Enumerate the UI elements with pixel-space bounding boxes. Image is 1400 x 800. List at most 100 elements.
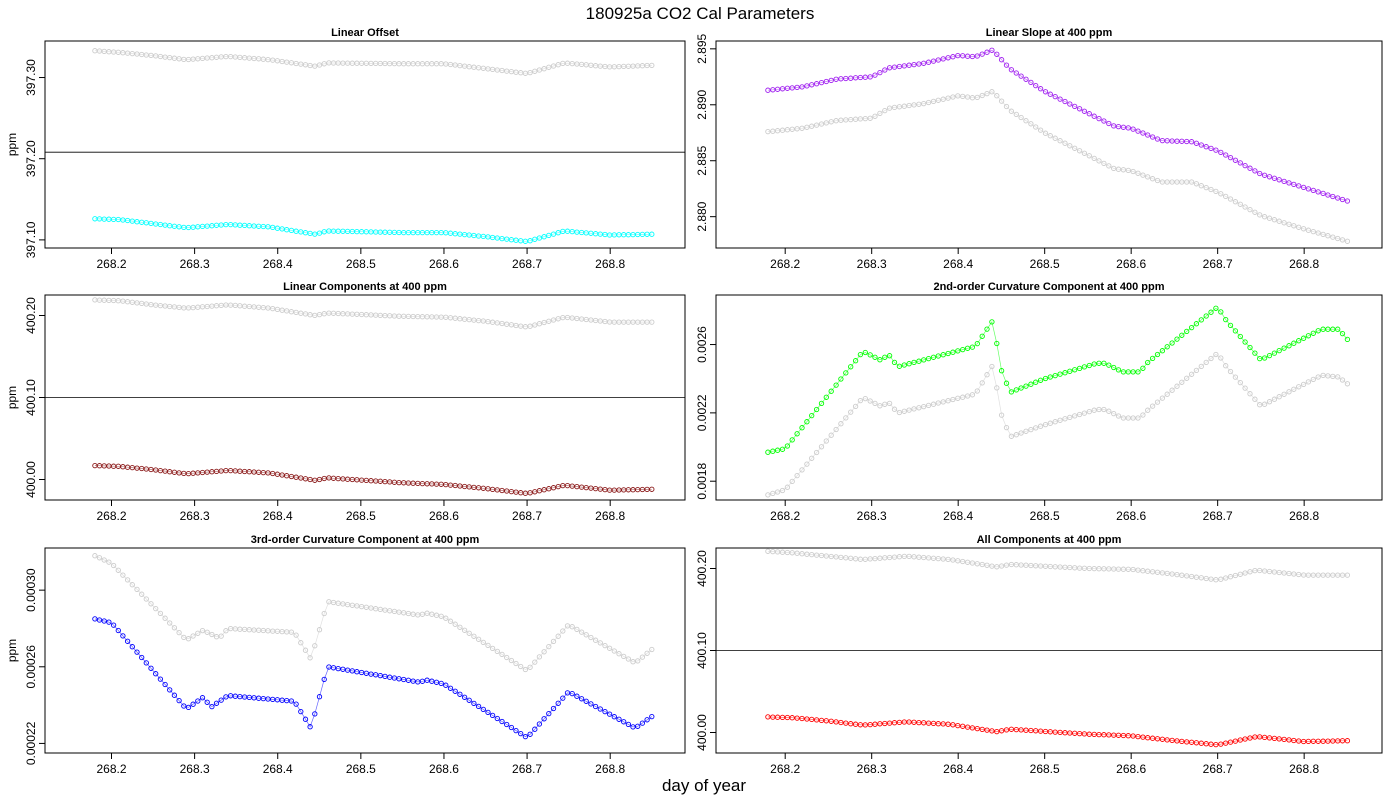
data-point — [621, 719, 627, 725]
data-point — [611, 714, 617, 720]
data-point — [901, 63, 907, 69]
data-point — [204, 629, 210, 635]
data-point — [843, 117, 849, 123]
data-point — [1237, 737, 1243, 743]
data-point — [804, 419, 810, 425]
y-tick-label: 0.0026 — [695, 326, 709, 363]
data-point — [896, 554, 903, 560]
data-point — [1101, 360, 1107, 366]
data-point — [124, 638, 131, 644]
data-point — [779, 86, 786, 92]
data-point — [823, 553, 829, 559]
y-tick-label: 0.00026 — [24, 645, 38, 689]
data-point — [471, 700, 477, 707]
data-point — [536, 488, 543, 494]
data-point — [527, 664, 533, 670]
data-point — [1149, 403, 1156, 409]
data-point — [1169, 387, 1175, 393]
panel-6: All Components at 400 ppm 268.2 268.3 268.4… — [695, 534, 1383, 776]
series-2 — [765, 351, 1351, 498]
data-point — [886, 353, 893, 359]
data-point — [1296, 183, 1302, 189]
data-point — [1315, 374, 1321, 380]
data-point — [1067, 368, 1073, 374]
data-point — [1310, 376, 1316, 383]
data-point — [765, 128, 771, 135]
data-point — [1028, 381, 1034, 387]
data-point — [789, 85, 795, 91]
x-tick-label: 268.3 — [857, 509, 887, 523]
data-point — [1339, 377, 1346, 383]
data-point — [106, 619, 112, 625]
panel-title: Linear Offset — [331, 27, 399, 39]
data-point — [770, 448, 776, 454]
data-point — [911, 102, 917, 108]
data-point — [940, 399, 946, 405]
data-point — [1047, 91, 1053, 97]
data-point — [546, 318, 552, 324]
data-point — [1310, 738, 1316, 744]
data-point — [774, 447, 781, 453]
data-point — [774, 86, 781, 92]
data-point — [424, 677, 430, 683]
data-point — [602, 642, 608, 649]
data-point — [1344, 738, 1351, 744]
data-point — [862, 556, 868, 562]
y-tick-label: 397.10 — [24, 221, 38, 258]
data-point — [901, 362, 907, 368]
data-point — [1252, 209, 1258, 215]
data-point — [804, 461, 810, 467]
data-point — [1145, 407, 1151, 413]
data-point — [1111, 123, 1117, 129]
data-point — [872, 555, 878, 562]
data-point — [466, 697, 472, 703]
data-point — [964, 94, 971, 100]
data-point — [532, 322, 538, 328]
data-point — [1169, 737, 1175, 744]
data-point — [1081, 364, 1088, 370]
data-point — [848, 116, 854, 123]
data-point — [886, 720, 893, 726]
data-point — [148, 665, 154, 671]
data-point — [1237, 571, 1243, 577]
data-point — [1315, 572, 1321, 578]
data-point — [1242, 339, 1248, 345]
data-point — [1305, 572, 1312, 578]
data-point — [1286, 180, 1292, 186]
data-point — [1188, 573, 1195, 580]
x-tick-label: 268.2 — [770, 257, 800, 271]
data-point — [1291, 340, 1297, 346]
data-point — [171, 625, 178, 631]
data-point — [1227, 368, 1234, 375]
data-point — [218, 697, 224, 703]
data-point — [1286, 221, 1292, 227]
data-point — [536, 654, 543, 660]
data-point — [1179, 379, 1185, 385]
data-point — [906, 361, 912, 367]
data-point — [1072, 565, 1078, 571]
data-point — [447, 618, 454, 624]
data-point — [1057, 729, 1063, 736]
data-point — [1140, 365, 1146, 371]
data-point — [891, 554, 898, 560]
data-point — [1188, 371, 1195, 377]
data-point — [823, 78, 829, 85]
data-point — [1076, 411, 1083, 418]
data-point — [298, 640, 304, 646]
data-point — [1081, 731, 1088, 737]
data-point — [994, 385, 1000, 391]
data-point — [872, 721, 878, 727]
data-point — [550, 63, 557, 69]
data-point — [843, 555, 849, 561]
data-point — [489, 712, 496, 719]
data-point — [974, 725, 980, 732]
data-point — [1047, 563, 1053, 570]
data-point — [1237, 333, 1243, 340]
data-point — [779, 549, 786, 555]
x-tick-label: 268.5 — [346, 509, 376, 523]
y-tick-label: 400.00 — [695, 714, 709, 751]
data-point — [1339, 738, 1346, 744]
data-point — [195, 630, 201, 636]
data-point — [1042, 89, 1049, 95]
series-line — [767, 91, 1348, 242]
